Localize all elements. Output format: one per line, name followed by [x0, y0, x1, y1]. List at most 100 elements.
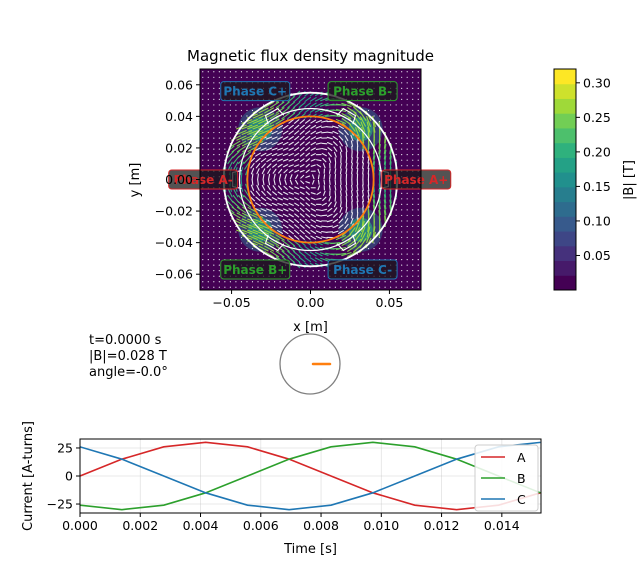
field-vector [401, 126, 402, 127]
field-vector [418, 115, 419, 116]
field-vector [396, 77, 397, 78]
field-vector [401, 99, 402, 100]
field-vector [235, 126, 236, 127]
field-vector [224, 137, 225, 138]
field-vector [340, 77, 341, 78]
field-vector [208, 265, 209, 266]
field-vector [384, 281, 385, 282]
field-vector [341, 169, 342, 174]
field-vector [230, 132, 231, 133]
field-vector [313, 77, 314, 78]
field-vector [219, 287, 220, 288]
field-vector [241, 115, 242, 116]
field-vector [224, 226, 225, 227]
field-vector [396, 237, 397, 238]
field-vector [401, 220, 402, 221]
field-vector [418, 287, 419, 288]
field-vector [352, 185, 353, 190]
field-vector [401, 242, 402, 243]
field-vector [208, 77, 209, 78]
field-vector [335, 186, 336, 191]
field-vector [202, 242, 203, 243]
colorbar-band [554, 261, 576, 276]
field-vector [257, 287, 258, 288]
field-vector [384, 231, 385, 232]
x-tick-label: 0.006 [243, 518, 279, 533]
field-vector [224, 110, 225, 111]
y-tick-label: 25 [57, 440, 73, 455]
field-vector [346, 185, 347, 190]
field-vector [241, 110, 242, 111]
field-vector [313, 276, 314, 277]
field-vector [224, 126, 225, 127]
field-vector [390, 220, 391, 221]
field-vector [322, 132, 327, 133]
field-vector [396, 253, 397, 254]
field-vector [202, 93, 203, 94]
field-vector [296, 270, 297, 271]
field-vector [268, 281, 269, 282]
field-vector [280, 287, 281, 288]
field-vector [418, 93, 419, 94]
field-vector [302, 287, 303, 288]
colorbar-tick-label: 0.10 [583, 213, 611, 228]
field-vector [268, 287, 269, 288]
field-vector [351, 287, 352, 288]
field-vector [307, 88, 308, 89]
field-vector [373, 77, 374, 78]
field-vector [241, 287, 242, 288]
field-vector [412, 204, 413, 205]
field-vector [407, 93, 408, 94]
field-vector [202, 287, 203, 288]
y-tick-label: −0.02 [155, 204, 193, 219]
field-vector [202, 265, 203, 266]
field-vector [208, 132, 209, 133]
field-vector [407, 242, 408, 243]
field-vector [202, 226, 203, 227]
field-vector [373, 253, 374, 254]
field-vector [384, 242, 385, 243]
field-vector [384, 237, 385, 238]
legend: ABC [475, 445, 538, 511]
field-vector [224, 237, 225, 238]
field-vector [407, 154, 408, 155]
field-vector [418, 88, 419, 89]
field-vector [202, 220, 203, 221]
field-vector [224, 77, 225, 78]
field-vector [379, 115, 380, 116]
field-vector [324, 88, 325, 89]
field-vector [202, 82, 203, 83]
field-vector [412, 143, 413, 144]
field-vector [401, 237, 402, 238]
field-vector [401, 88, 402, 89]
field-vector [246, 242, 247, 243]
current-plot-ylabel: Current [A-turns] [21, 421, 36, 531]
field-vector [213, 204, 214, 205]
field-vector [257, 281, 258, 282]
field-vector [213, 165, 214, 166]
field-vector [341, 202, 342, 207]
field-vector [401, 281, 402, 282]
phase-label-phase-bminus: Phase B- [328, 82, 397, 101]
field-vector [213, 82, 214, 83]
field-vector [407, 270, 408, 271]
field-vector [335, 169, 336, 174]
field-vector [318, 270, 319, 271]
field-vector [263, 77, 264, 78]
field-vector [208, 193, 209, 194]
field-vector [213, 132, 214, 133]
field-vector [208, 270, 209, 271]
field-vector [318, 88, 319, 89]
field-vector [263, 71, 264, 72]
field-vector [224, 281, 225, 282]
field-vector [246, 115, 247, 116]
phase-label-phase-aplus: Phase A+ [382, 170, 451, 189]
colorbar-band [554, 172, 576, 187]
field-vector [230, 220, 231, 221]
field-vector [412, 220, 413, 221]
field-vector [412, 149, 413, 150]
field-vector [396, 220, 397, 221]
field-vector [202, 104, 203, 105]
field-vector [258, 174, 259, 179]
